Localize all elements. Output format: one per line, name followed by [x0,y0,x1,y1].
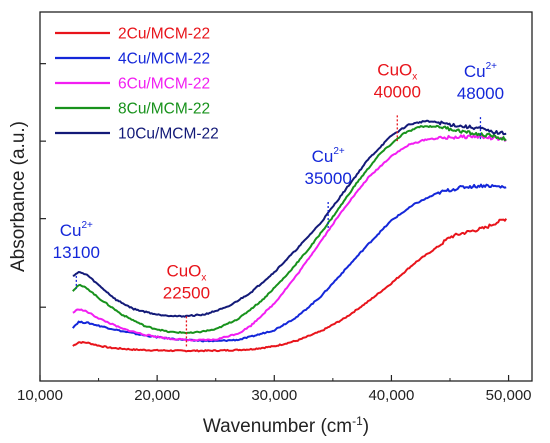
series-line-6cu-mcm-22 [72,134,507,342]
annotation-wavenumber: 40000 [374,82,421,101]
axis-labels: Wavenumber (cm-1) Absorbance (a.u.) [8,121,369,437]
x-tick-label: 50,000 [486,387,532,404]
x-tick-label: 40,000 [368,387,414,404]
series-line-4cu-mcm-22 [72,183,507,343]
annotation-species: CuOx [166,261,206,283]
series-line-2cu-mcm-22 [72,218,508,353]
annotation-wavenumber: 13100 [53,243,100,262]
plot-area: 10,000 20,000 30,000 40,000 50,000 [17,11,533,404]
series-line-10cu-mcm-22 [72,119,507,318]
legend-entry: 10Cu/MCM-22 [118,126,219,143]
legend-entry: 4Cu/MCM-22 [118,51,210,68]
series-layer [72,119,508,353]
legend-entry: 2Cu/MCM-22 [118,26,210,43]
legend-entry: 8Cu/MCM-22 [118,101,210,118]
annotation-wavenumber: 22500 [163,283,210,302]
x-tick-label: 10,000 [17,387,63,404]
annotation-species: Cu2+ [60,220,93,240]
annotation-species: Cu2+ [312,146,345,166]
annotation-species: Cu2+ [464,61,497,81]
annotation-wavenumber: 48000 [457,84,504,103]
legend: 2Cu/MCM-22 4Cu/MCM-22 6Cu/MCM-22 8Cu/MCM-22… [55,26,219,143]
legend-entry: 6Cu/MCM-22 [118,76,210,93]
annotation-species: CuOx [377,60,417,82]
annotation-wavenumber: 35000 [305,169,352,188]
series-line-8cu-mcm-22 [72,124,507,334]
y-axis-label: Absorbance (a.u.) [8,121,29,272]
x-axis-label: Wavenumber (cm-1) [203,414,369,437]
x-tick-label: 20,000 [134,387,180,404]
plot-frame [39,11,533,382]
x-tick-label: 30,000 [251,387,297,404]
